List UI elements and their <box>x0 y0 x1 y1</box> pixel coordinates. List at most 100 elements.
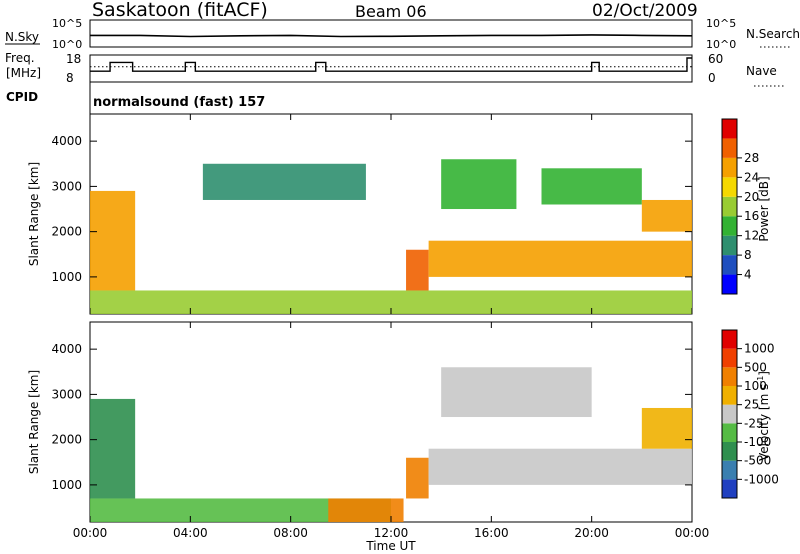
heatmap-region-4 <box>428 448 692 485</box>
heatmap-region-5 <box>641 407 692 449</box>
x-tick-label: 12:00 <box>374 526 409 540</box>
colorbar-swatch <box>722 404 737 424</box>
nave-tick-low: 0 <box>708 71 716 85</box>
freq-unit: [MHz] <box>6 66 41 80</box>
nave-tick-high: 60 <box>708 52 723 66</box>
colorbar-tick-label: 500 <box>744 360 767 374</box>
heatmap-region-6 <box>641 199 692 232</box>
colorbar-tick-label: 100 <box>744 379 767 393</box>
colorbar-tick-label: 12 <box>744 229 759 243</box>
beam-label: Beam 06 <box>355 2 427 21</box>
y-tick-label: 1000 <box>51 478 82 492</box>
colorbar-swatch <box>722 255 737 275</box>
power-y-axis: 1000 2000 3000 4000 <box>51 134 692 284</box>
colorbar-swatch <box>722 196 737 217</box>
colorbar-tick-label: 28 <box>744 151 759 165</box>
colorbar-swatch <box>722 423 737 442</box>
y-tick-label: 4000 <box>51 342 82 356</box>
colorbar-frame <box>721 329 738 499</box>
power-colorbar: 4 8 12 16 20 24 28 <box>721 118 759 295</box>
colorbar-swatch <box>722 216 737 236</box>
freq-line <box>90 57 692 72</box>
status-lines <box>90 34 693 72</box>
station-title: Saskatoon (fitACF) <box>92 0 268 21</box>
nsearch-tick-low: 10^0 <box>706 38 736 51</box>
y-tick-label: 1000 <box>51 270 82 284</box>
heatmap-region-1 <box>90 498 391 522</box>
power-heatmap <box>90 159 692 314</box>
power-panel-frame <box>89 113 693 315</box>
heatmap-region-3 <box>406 457 429 499</box>
colorbar-swatch <box>722 138 737 158</box>
velocity-colorbar-label: Velocity [m s-1] <box>756 371 771 461</box>
colorbar-swatch <box>722 235 737 256</box>
colorbar-swatch <box>722 460 737 480</box>
heatmap-region-0 <box>90 398 136 499</box>
colorbar-swatch <box>722 157 737 178</box>
y-tick-label: 3000 <box>51 387 82 401</box>
x-tick-label: 04:00 <box>173 526 208 540</box>
y-tick-label: 2000 <box>51 433 82 447</box>
colorbar-tick-label: -25 <box>744 416 764 430</box>
x-tick-label: 20:00 <box>574 526 609 540</box>
heatmap-region-3 <box>428 240 692 277</box>
cpid-value: normalsound (fast) 157 <box>93 95 265 110</box>
y-tick-label: 3000 <box>51 179 82 193</box>
freq-panel-frame <box>89 54 693 83</box>
colorbar-tick-label: 24 <box>744 170 759 184</box>
cpid-label: CPID <box>6 90 38 104</box>
x-tick-label: 00:00 <box>675 526 710 540</box>
nsky-line <box>90 34 693 38</box>
colorbar-swatch <box>722 330 737 349</box>
velocity-y-axis: 1000 2000 3000 4000 <box>51 342 692 492</box>
y-tick-label: 4000 <box>51 134 82 148</box>
colorbar-swatch <box>722 386 737 405</box>
x-tick-label: 00:00 <box>73 526 108 540</box>
freq-label: Freq. <box>5 51 35 65</box>
velocity-panel-frame <box>89 321 693 523</box>
x-axis-label: Time UT <box>365 539 416 553</box>
colorbar-swatch <box>722 119 737 139</box>
colorbar-tick-label: -100 <box>744 435 771 449</box>
colorbar-swatch <box>722 442 737 461</box>
colorbar-swatch <box>722 367 737 386</box>
colorbar-tick-label: -1000 <box>744 472 779 486</box>
heatmap-region-0 <box>90 190 136 291</box>
nsky-tick-low: 10^0 <box>52 38 82 51</box>
colorbar-tick-label: 1000 <box>744 342 775 356</box>
velocity-colorbar: 1000 500 100 25 -25 -100 -500 -1000 <box>721 329 779 499</box>
colorbar-tick-label: 16 <box>744 209 759 223</box>
time-x-axis: 00:00 04:00 08:00 12:00 16:00 20:00 00:00 <box>73 114 710 540</box>
colorbar-tick-label: -500 <box>744 454 771 468</box>
colorbar-swatch <box>722 348 737 368</box>
colorbar-frame <box>721 118 738 295</box>
heatmap-region-1 <box>90 290 692 314</box>
colorbar-swatch <box>722 274 737 294</box>
power-colorbar-label: Power [dB] <box>757 176 771 241</box>
colorbar-swatch <box>722 177 737 197</box>
heatmap-region-2 <box>328 498 404 522</box>
velocity-ylabel: Slant Range [km] <box>27 370 41 474</box>
colorbar-tick-label: 20 <box>744 190 759 204</box>
nsearch-tick-high: 10^5 <box>706 17 736 30</box>
velocity-heatmap <box>90 367 692 522</box>
colorbar-tick-label: 4 <box>744 268 752 282</box>
freq-tick-low: 8 <box>66 71 74 85</box>
colorbar-tick-label: 25 <box>744 398 759 412</box>
y-tick-label: 2000 <box>51 225 82 239</box>
nsearch-label: N.Search <box>746 27 800 41</box>
power-ylabel: Slant Range [km] <box>27 162 41 266</box>
x-tick-label: 16:00 <box>474 526 509 540</box>
heatmap-region-2 <box>406 249 429 291</box>
heatmap-region-6 <box>441 367 592 418</box>
nave-label: Nave <box>746 64 777 78</box>
freq-tick-high: 18 <box>66 52 81 66</box>
heatmap-region-4 <box>441 159 517 210</box>
date-label: 02/Oct/2009 <box>592 1 698 21</box>
nsky-label: N.Sky <box>5 30 39 44</box>
nsky-panel-frame <box>89 19 693 48</box>
heatmap-region-5 <box>541 168 642 205</box>
nsky-tick-high: 10^5 <box>52 17 82 30</box>
heatmap-region-7 <box>202 163 366 200</box>
